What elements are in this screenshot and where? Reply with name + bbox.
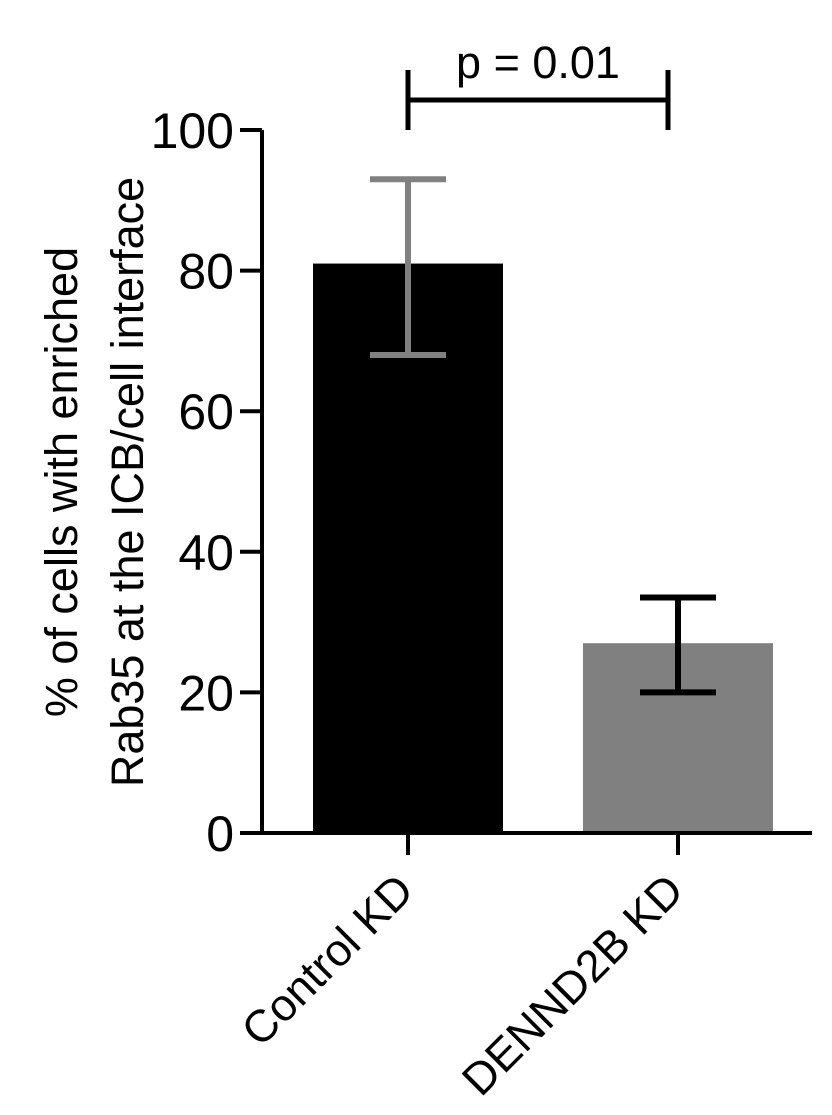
x-tick-label-1: DENND2B KD <box>452 864 693 1105</box>
y-tick-label-3: 60 <box>178 384 234 440</box>
x-tick-label-0: Control KD <box>231 864 423 1056</box>
error-bars-layer <box>370 176 716 696</box>
y-axis-title: % of cells with enriched Rab35 at the IC… <box>36 177 153 787</box>
x-ticks-layer: Control KD DENND2B KD <box>231 833 693 1105</box>
y-tick-label-4: 80 <box>178 244 234 300</box>
y-ticks-layer: 0 20 40 60 80 100 <box>151 103 262 862</box>
y-tick-label-0: 0 <box>206 806 234 862</box>
y-tick-label-5: 100 <box>151 103 234 159</box>
bars-layer <box>313 263 773 833</box>
significance-bracket: p = 0.01 <box>405 37 671 130</box>
y-axis-title-line-1: % of cells with enriched <box>36 247 87 717</box>
y-tick-label-1: 20 <box>178 665 234 721</box>
y-tick-label-2: 40 <box>178 525 234 581</box>
axes-layer <box>260 130 812 835</box>
y-axis-title-line-2: Rab35 at the ICB/cell interface <box>102 177 153 787</box>
bar-0 <box>313 263 503 833</box>
p-value-label: p = 0.01 <box>456 37 620 88</box>
